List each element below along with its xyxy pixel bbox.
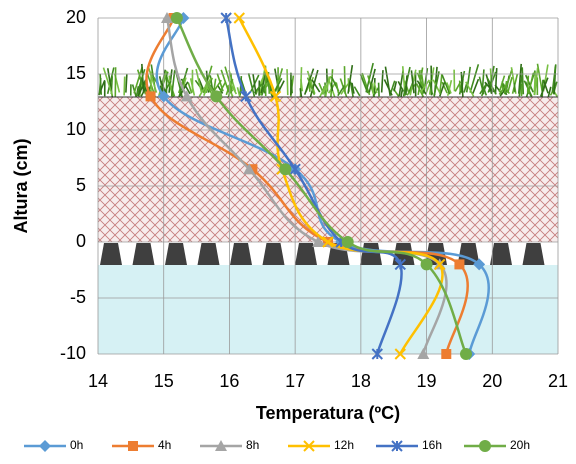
- legend-label: 12h: [334, 438, 354, 452]
- marker: [441, 349, 451, 359]
- grass-blade: [126, 75, 127, 93]
- grass-blade: [336, 83, 338, 94]
- x-tick-label: 15: [154, 371, 174, 391]
- y-axis-title: Altura (cm): [11, 138, 31, 233]
- marker: [39, 440, 51, 452]
- drainage-cell: [490, 243, 512, 265]
- legend-label: 16h: [422, 438, 442, 452]
- y-tick-label: 15: [66, 63, 86, 83]
- drainage-cell: [263, 243, 285, 265]
- substrate-layer: [98, 97, 558, 242]
- y-tick-label: 5: [76, 175, 86, 195]
- x-tick-label: 21: [548, 371, 568, 391]
- drainage-cell: [230, 243, 252, 265]
- marker: [279, 163, 291, 175]
- y-tick-label: 0: [76, 231, 86, 251]
- grass-blade: [332, 83, 333, 91]
- grass-blade: [382, 70, 383, 92]
- marker: [210, 90, 222, 102]
- marker: [454, 259, 464, 269]
- drainage-cell: [523, 243, 545, 265]
- y-tick-label: -5: [70, 287, 86, 307]
- drainage-cell: [165, 243, 187, 265]
- marker: [479, 440, 491, 452]
- legend-label: 4h: [158, 438, 171, 452]
- legend-label: 0h: [70, 438, 83, 452]
- y-tick-label: 20: [66, 7, 86, 27]
- grass-blade: [534, 72, 535, 95]
- grass-blade: [514, 83, 515, 93]
- grass-blade: [354, 87, 359, 96]
- grass-blade: [406, 75, 407, 94]
- drainage-cell: [100, 243, 122, 265]
- marker: [421, 258, 433, 270]
- x-tick-label: 20: [482, 371, 502, 391]
- marker: [342, 236, 354, 248]
- y-tick-label: -10: [60, 343, 86, 363]
- marker: [128, 441, 138, 451]
- grass-blade: [344, 66, 345, 94]
- grass-blade: [372, 83, 373, 94]
- x-tick-label: 18: [351, 371, 371, 391]
- legend-label: 8h: [246, 438, 259, 452]
- y-tick-label: 10: [66, 119, 86, 139]
- x-tick-label: 16: [219, 371, 239, 391]
- marker: [460, 348, 472, 360]
- x-tick-label: 14: [88, 371, 108, 391]
- x-axis-title: Temperatura (ºC): [256, 403, 400, 423]
- water-layer: [98, 265, 558, 354]
- drainage-cell: [198, 243, 220, 265]
- grass-blade: [461, 72, 463, 97]
- marker: [171, 12, 183, 24]
- drainage-cell: [133, 243, 155, 265]
- grass-blade: [522, 67, 523, 94]
- soil-layers: [98, 63, 558, 354]
- drainage-cell: [360, 243, 382, 265]
- grass-blade: [528, 76, 529, 93]
- marker: [146, 91, 156, 101]
- grass-blade: [401, 88, 402, 96]
- x-tick-label: 17: [285, 371, 305, 391]
- grass-blade: [287, 69, 288, 95]
- legend: 0h 4h 8h 12h 16h 20h: [24, 438, 530, 452]
- marker: [241, 91, 251, 101]
- legend-label: 20h: [510, 438, 530, 452]
- grass-blade: [548, 87, 550, 97]
- grass-blade: [124, 77, 125, 96]
- grass-blade: [237, 87, 239, 96]
- x-tick-label: 19: [417, 371, 437, 391]
